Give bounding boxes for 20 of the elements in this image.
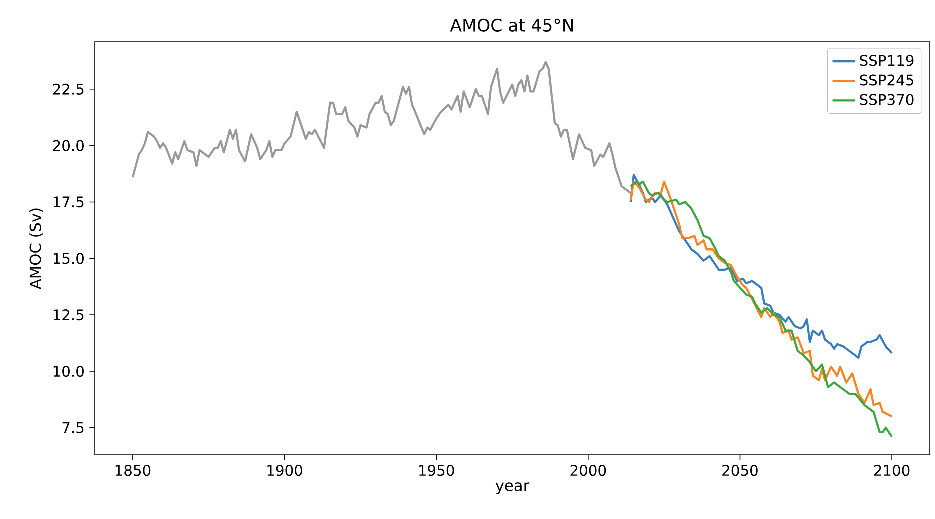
x-tick-label: 1950	[420, 465, 454, 476]
legend-label: SSP245	[860, 74, 914, 86]
x-tick-label: 1850	[116, 465, 151, 476]
legend-label: SSP370	[860, 94, 914, 106]
y-tick-label: 7.5	[62, 422, 84, 434]
chart-title: AMOC at 45°N	[450, 18, 574, 32]
y-tick-label: 20.0	[53, 140, 84, 152]
y-tick-label: 10.0	[54, 366, 84, 378]
x-axis-title: year	[496, 482, 530, 494]
y-tick-label: 15.0	[54, 253, 84, 264]
x-tick-label: 1900	[268, 465, 302, 476]
y-tick-label: 17.5	[54, 196, 84, 208]
y-tick-label: 22.5	[53, 84, 84, 95]
y-axis-title: AMOC (Sv)	[30, 208, 44, 290]
x-tick-label: 2000	[570, 465, 606, 476]
legend-label: SSP119	[860, 55, 914, 66]
y-tick-label: 12.5	[54, 310, 84, 321]
line-series	[630, 174, 894, 360]
x-tick-label: 2050	[722, 465, 758, 476]
x-tick-label: 2100	[874, 465, 910, 476]
